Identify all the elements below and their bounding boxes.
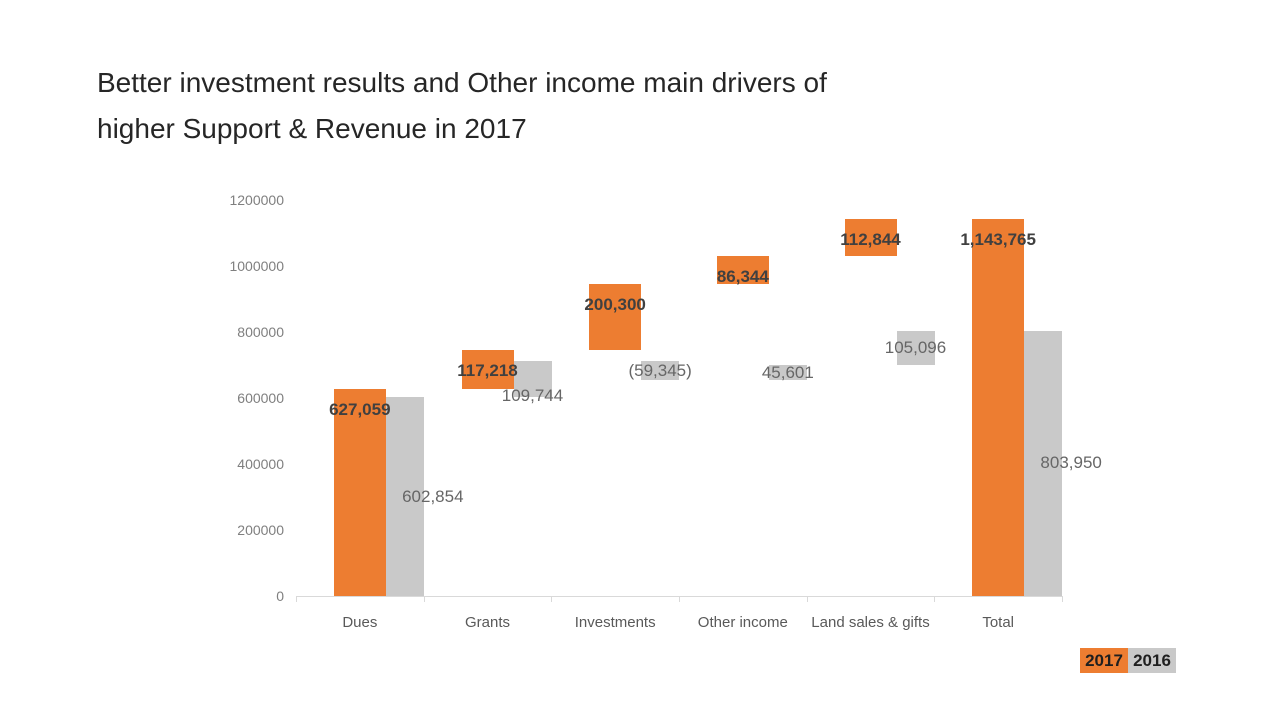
- bar-2016-total: [1024, 330, 1063, 596]
- value-label-2017-other-income: 86,344: [716, 266, 769, 286]
- value-label-2016-investments: (59,345): [628, 360, 692, 380]
- x-axis-tick: [934, 596, 935, 602]
- value-label-2016-total: 803,950: [1040, 453, 1102, 473]
- x-axis-tick: [679, 596, 680, 602]
- y-axis-tick-label-800000: 800000: [237, 324, 284, 340]
- y-axis-tick-label-400000: 400000: [237, 456, 284, 472]
- bar-2016-dues: [385, 397, 424, 596]
- y-axis-tick-label-0: 0: [276, 588, 284, 604]
- bar-2017-grants: [461, 350, 514, 390]
- y-axis-tick-label-1000000: 1000000: [229, 258, 284, 274]
- x-axis-tick: [1062, 596, 1063, 602]
- bar-2016-investments: [641, 360, 680, 381]
- category-label-other-income: Other income: [697, 614, 788, 631]
- bar-2016-other-income: [768, 365, 807, 381]
- x-axis-tick: [296, 596, 297, 602]
- chart-title: Better investment results and Other inco…: [97, 67, 827, 144]
- value-label-2016-land-sales-gifts: 105,096: [884, 338, 947, 358]
- category-label-total: Total: [982, 614, 1014, 631]
- category-label-land-sales-gifts: Land sales & gifts: [811, 614, 930, 631]
- legend-2017-swatch: 2017: [1080, 648, 1128, 673]
- x-axis-tick: [424, 596, 425, 602]
- value-label-2017-land-sales-gifts: 112,844: [840, 229, 901, 249]
- y-axis-tick-label-600000: 600000: [237, 390, 284, 406]
- bar-2017-total: [972, 218, 1025, 596]
- value-label-2017-grants: 117,218: [457, 361, 518, 381]
- y-axis-tick-label-1200000: 1200000: [229, 192, 284, 208]
- value-label-2017-total: 1,143,765: [960, 229, 1036, 249]
- x-axis-tick: [807, 596, 808, 602]
- bar-2017-other-income: [716, 255, 769, 285]
- category-label-grants: Grants: [464, 614, 510, 631]
- value-label-2016-grants: 109,744: [501, 386, 564, 406]
- category-label-dues: Dues: [342, 614, 378, 631]
- category-label-investments: Investments: [574, 614, 656, 631]
- bar-2017-land-sales-gifts: [844, 218, 897, 256]
- bar-2017-dues: [333, 389, 386, 596]
- value-label-2016-other-income: 45,601: [761, 362, 814, 382]
- bar-2016-grants: [513, 360, 552, 398]
- value-label-2017-investments: 200,300: [584, 295, 646, 315]
- x-axis-tick: [551, 596, 552, 602]
- value-label-2016-dues: 602,854: [402, 486, 464, 506]
- chart-legend: 2017 2016: [1080, 648, 1176, 673]
- bar-2017-investments: [589, 284, 642, 351]
- y-axis-tick-label-200000: 200000: [237, 522, 284, 538]
- value-label-2017-dues: 627,059: [329, 400, 391, 420]
- bar-2016-land-sales-gifts: [896, 330, 935, 366]
- legend-2016-swatch: 2016: [1128, 648, 1176, 673]
